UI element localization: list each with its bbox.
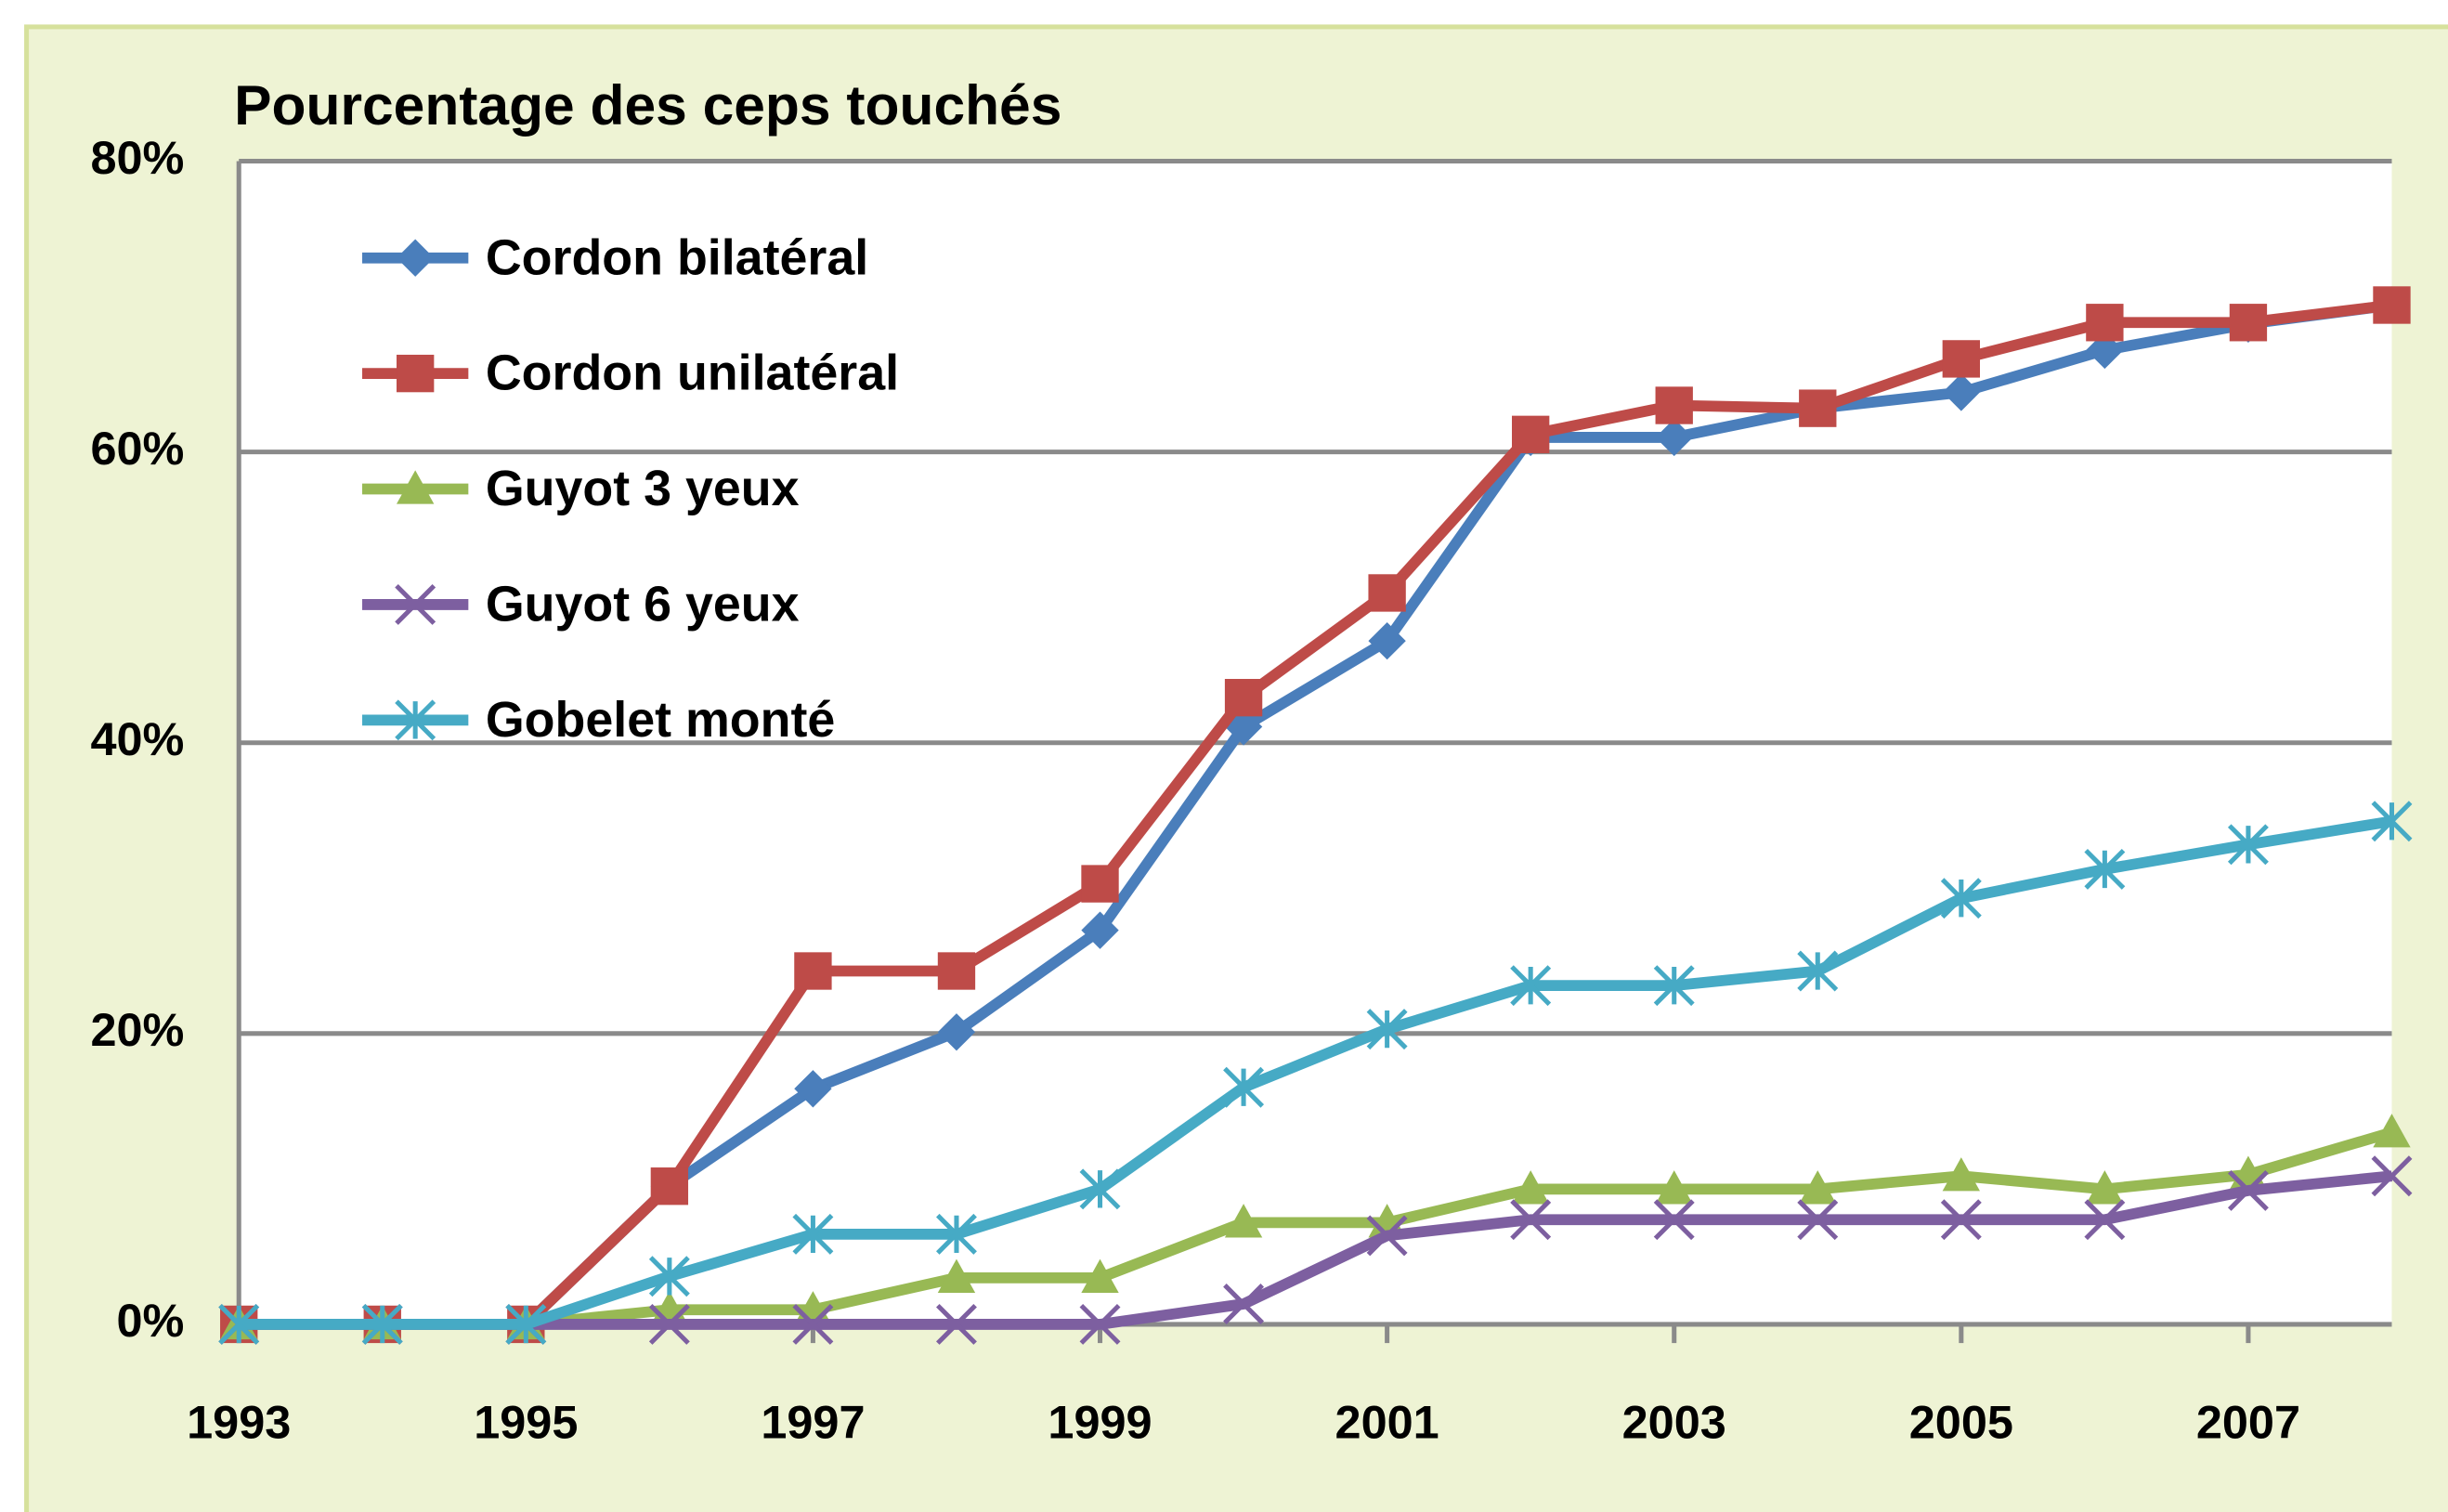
legend-label: Cordon bilatéral	[486, 229, 868, 285]
x-tick-label: 2001	[1335, 1396, 1439, 1449]
marker	[2086, 1170, 2124, 1205]
marker	[1655, 386, 1693, 424]
marker	[1797, 950, 1839, 992]
series-line	[239, 1127, 2394, 1330]
marker	[792, 1213, 834, 1255]
marker	[1081, 1258, 1119, 1293]
marker	[397, 354, 435, 393]
marker	[1079, 1303, 1121, 1345]
legend-label: Guyot 6 yeux	[486, 576, 800, 632]
marker	[2371, 1155, 2413, 1197]
marker	[1942, 340, 1980, 378]
chart-title: Pourcentage des ceps touchés	[234, 73, 1061, 137]
marker	[1653, 1199, 1695, 1241]
series-line	[239, 1170, 2393, 1330]
marker	[1081, 865, 1119, 903]
marker	[1368, 574, 1406, 612]
marker	[2227, 1169, 2269, 1211]
marker	[1940, 1199, 1982, 1241]
marker	[1224, 1204, 1263, 1238]
marker	[395, 699, 436, 741]
x-tick-label: 1999	[1048, 1396, 1152, 1449]
marker	[1510, 1199, 1552, 1241]
marker	[648, 1256, 690, 1297]
marker	[1655, 1170, 1693, 1205]
marker	[2084, 1199, 2126, 1241]
marker	[1940, 878, 1982, 919]
series-line	[239, 299, 2393, 1330]
marker	[2371, 801, 2413, 842]
marker	[1942, 373, 1980, 411]
x-tick-label: 2007	[2196, 1396, 2300, 1449]
marker	[792, 1303, 834, 1345]
marker	[397, 239, 435, 277]
marker	[1797, 1199, 1839, 1241]
marker	[2084, 848, 2126, 890]
marker	[794, 1070, 832, 1108]
y-tick-label: 60%	[90, 422, 184, 475]
series-line	[239, 815, 2393, 1330]
marker	[1510, 965, 1552, 1007]
marker	[1366, 1009, 1408, 1050]
marker	[397, 470, 435, 504]
marker	[936, 1303, 977, 1345]
x-tick-label: 2005	[1909, 1396, 2013, 1449]
x-tick-label: 1997	[761, 1396, 865, 1449]
marker	[218, 1303, 260, 1345]
marker	[1366, 1215, 1408, 1257]
x-tick-label: 1993	[187, 1396, 291, 1449]
marker	[2086, 304, 2124, 342]
marker	[937, 1258, 976, 1293]
y-tick-label: 80%	[90, 131, 184, 184]
x-tick-label: 2003	[1622, 1396, 1726, 1449]
marker	[1653, 965, 1695, 1007]
marker	[1799, 1170, 1837, 1205]
marker	[2229, 304, 2268, 342]
marker	[1223, 1284, 1265, 1324]
marker	[1224, 679, 1263, 717]
legend-label: Guyot 3 yeux	[486, 461, 800, 516]
marker	[794, 952, 832, 990]
x-tick-label: 1995	[474, 1396, 578, 1449]
legend-label: Gobelet monté	[486, 692, 835, 748]
marker	[1223, 1066, 1265, 1108]
y-tick-label: 20%	[90, 1003, 184, 1056]
marker	[361, 1303, 403, 1345]
y-tick-label: 0%	[116, 1294, 184, 1347]
marker	[2373, 286, 2411, 324]
marker	[650, 1167, 689, 1206]
marker	[1799, 389, 1837, 427]
marker	[937, 1013, 976, 1051]
marker	[2227, 824, 2269, 866]
marker	[505, 1303, 547, 1345]
marker	[1081, 911, 1119, 949]
marker	[1511, 415, 1550, 453]
legend-label: Cordon unilatéral	[486, 345, 899, 401]
marker	[395, 583, 436, 625]
marker	[648, 1303, 690, 1345]
marker	[1079, 1168, 1121, 1210]
marker	[2373, 1114, 2411, 1148]
marker	[1511, 1170, 1550, 1205]
y-tick-label: 40%	[90, 712, 184, 765]
marker	[937, 952, 976, 990]
marker	[936, 1213, 977, 1255]
marker	[1942, 1157, 1980, 1192]
